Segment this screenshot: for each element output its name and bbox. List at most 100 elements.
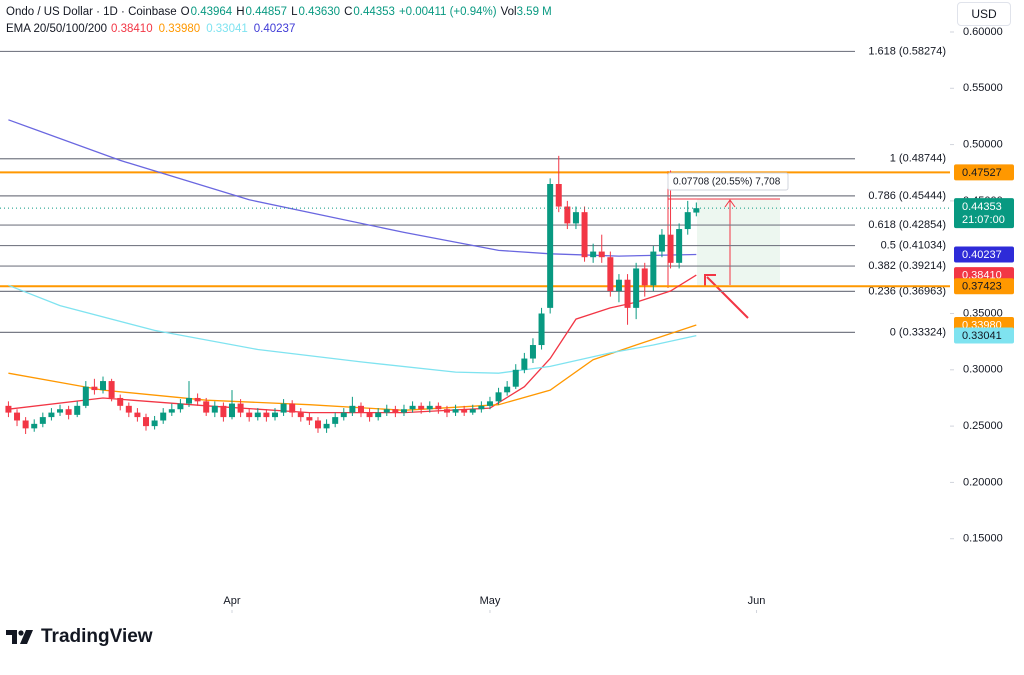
ohlc: O 0.43964 H 0.44857 L 0.43630 C 0.44353 [181,6,395,18]
annotation-arrow-head [704,274,716,286]
symbol: Ondo / US Dollar · 1D · Coinbase [6,6,177,18]
header-row: Ondo / US Dollar · 1D · Coinbase O 0.4396… [6,6,552,18]
ohlc-value: 0.44857 [245,6,288,18]
candle-body [400,409,407,413]
ema-row: EMA 20/50/100/200 0.38410 0.33980 0.33041 0… [6,23,295,35]
candle-body [633,268,640,308]
candle-body [228,403,235,418]
ema-value: 0.38410 [111,23,153,35]
price-badge [954,246,1014,263]
candle-body [108,381,115,398]
candle-body [624,279,631,308]
candle-body [91,386,98,391]
brand: TradingView [41,626,153,647]
candle-body [650,251,657,286]
measure-label: 0.07708 (20.55%) 7,708 [673,177,781,188]
candle-body [323,423,330,429]
fib-label: 0 (0.33324) [890,326,946,338]
y-tick-label: 0.55000 [963,82,1003,94]
candle-body [375,412,382,418]
price-badge-label: 0.47527 [962,167,1002,179]
fib-label: 0.786 (0.45444) [868,190,946,202]
candle-body [366,412,373,418]
y-tick-label: 0.15000 [963,533,1003,545]
candle-body [65,409,72,415]
y-tick-label: 0.35000 [963,307,1003,319]
y-tick-label: 0.50000 [963,138,1003,150]
ema-value: 0.33041 [206,23,248,35]
candle-body [495,392,502,402]
candle-body [22,420,29,429]
candle-body [263,412,270,418]
candle-body [641,268,648,286]
candle-body [615,279,622,291]
candle-body [504,386,511,393]
candle-body [220,405,227,418]
logo: TradingView [6,626,153,648]
price-badge [954,164,1014,181]
candle-body [5,405,12,413]
candle-body [426,405,433,410]
candle-body [332,417,339,424]
candle-body [306,417,313,421]
candle-body [564,206,571,224]
price-badge [954,198,1014,229]
price-badge-label: 0.33041 [962,330,1002,342]
candle-body [194,397,201,402]
x-tick-label: May [480,595,501,607]
ema-line [8,284,697,374]
candle-body [461,409,468,413]
candle-body [246,412,253,418]
candle-body [452,409,459,413]
ohlc-value: 0.44353 [353,6,395,18]
candle-body [435,405,442,410]
candle-body [117,397,124,406]
fib-label: 1 (0.48744) [890,153,946,165]
candle-body [203,401,210,413]
candle-body [547,184,554,308]
candle-body [168,409,175,413]
currency-button[interactable]: USD [957,2,1011,26]
candle-body [418,405,425,410]
candle-body [254,412,261,418]
candle-body [392,409,399,413]
candle-body [607,257,614,291]
candle-body [357,405,364,413]
plot: 0.600000.550000.500000.450000.350000.300… [0,26,1014,613]
price-badge [954,327,1014,344]
x-tick-label: Jun [748,595,766,607]
change: +0.00411 (+0.94%) [398,6,497,18]
candle-body [31,423,38,429]
candle-body [39,417,46,424]
candle-body [349,405,356,413]
candle-body [177,403,184,410]
candle-body [590,251,597,258]
candle-body [14,412,21,421]
candle-body [271,412,278,418]
ema-values: 0.38410 0.33980 0.33041 0.40237 [111,23,295,35]
candle-body [186,397,193,404]
candle-body [340,412,347,418]
ohlc-key: H [236,6,245,18]
candle-body [289,403,296,413]
candle-body [478,405,485,410]
candle-body [237,403,244,413]
price-badge-sublabel: 21:07:00 [962,214,1005,226]
ema-title: EMA 20/50/100/200 [6,23,108,35]
candle-body [151,420,158,427]
ohlc-key: C [344,6,353,18]
y-tick-label: 0.20000 [963,476,1003,488]
ema-value: 0.33980 [158,23,201,35]
candle-body [598,251,605,258]
candle-body [581,212,588,258]
candle-body [572,212,579,224]
candle-body [469,409,476,413]
candle-body [676,229,683,263]
fib-label: 0.618 (0.42854) [868,219,946,231]
ema-line [8,119,697,257]
candle-body [57,409,64,413]
fib-label: 1.618 (0.58274) [868,45,946,57]
candle-body [383,409,390,413]
vol: 3.59 M [516,6,552,18]
